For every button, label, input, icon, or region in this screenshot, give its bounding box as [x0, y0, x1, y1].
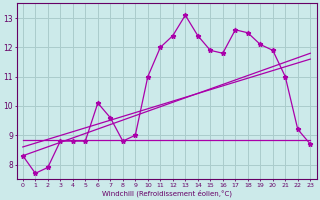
X-axis label: Windchill (Refroidissement éolien,°C): Windchill (Refroidissement éolien,°C) — [101, 189, 232, 197]
